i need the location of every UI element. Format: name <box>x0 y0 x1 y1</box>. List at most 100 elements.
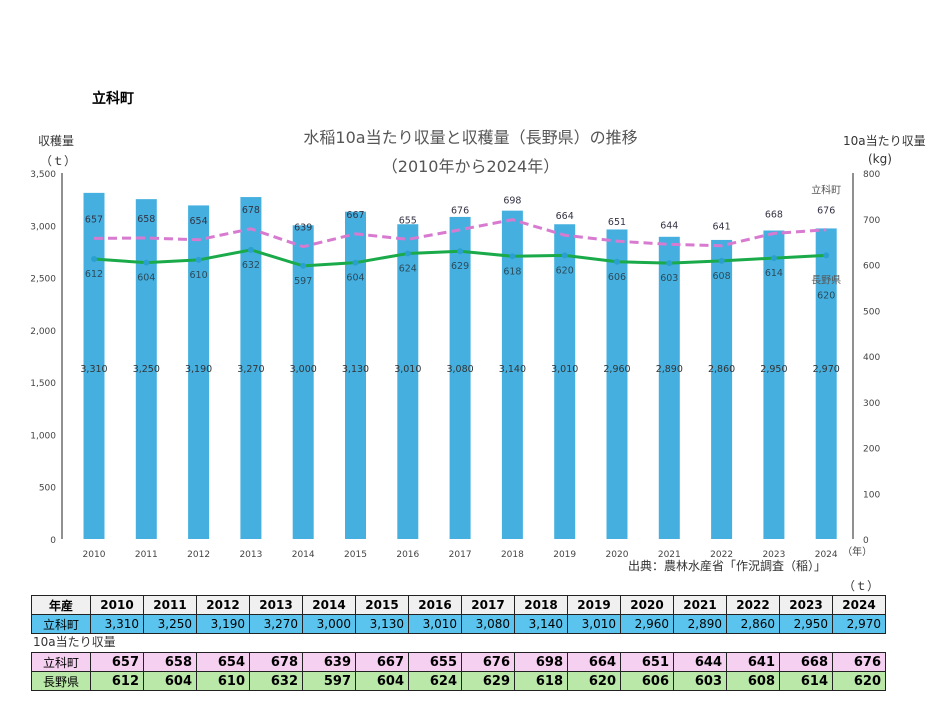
right-axis-label: 10a当たり収量 <box>843 134 926 148</box>
left-tick-label: 2,500 <box>30 275 56 285</box>
table-cell: 3,270 <box>249 614 303 634</box>
bar <box>501 210 523 539</box>
x-tick-label: 2010 <box>83 550 106 560</box>
bar-value-label: 3,190 <box>185 364 212 375</box>
line-point <box>561 252 568 259</box>
bar-value-label: 3,310 <box>80 364 107 375</box>
x-tick-label: 2019 <box>553 550 576 560</box>
table-cell: 608 <box>726 671 780 691</box>
bar-value-label: 3,250 <box>133 364 160 375</box>
chart-title: 水稲10a当たり収量と収穫量（長野県）の推移 <box>303 128 638 147</box>
table-cell: 678 <box>249 652 303 672</box>
table-cell: 3,010 <box>408 614 462 634</box>
bar <box>240 197 262 539</box>
line-value-label: 641 <box>713 222 731 233</box>
left-tick-label: 3,500 <box>30 170 56 180</box>
bar-value-label: 3,270 <box>237 364 264 375</box>
x-tick-label: 2017 <box>449 550 472 560</box>
line-point <box>352 259 359 266</box>
table-cell: 2021 <box>673 595 727 615</box>
table-cell: 639 <box>302 652 356 672</box>
right-tick-label: 600 <box>863 262 880 272</box>
line-value-label: 657 <box>85 214 103 225</box>
table-cell: 2,970 <box>832 614 886 634</box>
table-cell: 651 <box>620 652 674 672</box>
table-cell: 664 <box>567 652 621 672</box>
line-point <box>404 250 411 257</box>
line-value-label: 610 <box>190 270 208 281</box>
table-cell: 2,860 <box>726 614 780 634</box>
line-point <box>300 262 307 269</box>
line-town <box>93 218 827 249</box>
table-cell: 632 <box>249 671 303 691</box>
left-tick-label: 2,000 <box>30 327 56 337</box>
table-cell: 3,140 <box>514 614 568 634</box>
table-cell: 667 <box>355 652 409 672</box>
yield-town-label: 立科町 <box>31 652 91 672</box>
table-cell: 3,080 <box>461 614 515 634</box>
table-cell: 2024 <box>832 595 886 615</box>
harvest-row-label: 立科町 <box>31 614 91 634</box>
line-value-label: 658 <box>137 214 155 225</box>
line-value-label: 612 <box>85 269 103 280</box>
line-value-label: 603 <box>660 273 678 284</box>
table-cell: 2014 <box>302 595 356 615</box>
yield-pref-label: 長野県 <box>31 671 91 691</box>
line-value-label: 644 <box>660 220 678 231</box>
table-cell: 618 <box>514 671 568 691</box>
line-value-label: 629 <box>451 261 469 272</box>
bar <box>188 205 210 539</box>
table-cell: 2010 <box>90 595 144 615</box>
x-tick-label: 2023 <box>762 550 785 560</box>
table-cell: 676 <box>461 652 515 672</box>
table-cell: 644 <box>673 652 727 672</box>
right-tick-label: 0 <box>863 536 869 546</box>
line-point <box>143 259 150 266</box>
line-value-label: 651 <box>608 217 626 228</box>
table-cell: 610 <box>196 671 250 691</box>
table-cell: 658 <box>143 652 197 672</box>
line-point <box>770 255 777 262</box>
table-cell: 620 <box>567 671 621 691</box>
line-value-label: 667 <box>346 210 364 221</box>
table-cell: 654 <box>196 652 250 672</box>
line-value-label: 620 <box>556 265 574 276</box>
table-cell: 698 <box>514 652 568 672</box>
chart-subtitle: （2010年から2024年） <box>381 157 560 176</box>
table-cell: 3,190 <box>196 614 250 634</box>
bar <box>345 211 366 540</box>
table-unit: （ｔ） <box>843 579 880 593</box>
bar-value-label: 3,080 <box>446 364 473 375</box>
line-point <box>195 256 202 263</box>
line-value-label: 655 <box>399 215 417 226</box>
x-tick-label: 2011 <box>135 550 158 560</box>
table-cell: 2012 <box>196 595 250 615</box>
line-point <box>91 256 97 263</box>
line-value-label: 624 <box>399 264 417 275</box>
table-cell: 597 <box>302 671 356 691</box>
line-point <box>247 246 254 253</box>
table-cell: 2022 <box>726 595 780 615</box>
line-value-label: 668 <box>765 209 783 220</box>
x-tick-label: 2024 <box>815 550 838 560</box>
table-cell: 2020 <box>620 595 674 615</box>
line-value-label: 620 <box>817 290 835 301</box>
x-tick-label: 2012 <box>187 550 210 560</box>
line-value-label: 698 <box>503 196 521 207</box>
line-value-label: 608 <box>713 271 731 282</box>
bar-value-label: 3,000 <box>290 364 317 375</box>
header-label: 年産 <box>31 595 91 615</box>
right-tick-label: 800 <box>863 170 880 180</box>
right-tick-label: 100 <box>863 490 880 500</box>
line-value-label: 678 <box>242 205 260 216</box>
line-point <box>457 248 464 255</box>
x-tick-label: 2022 <box>710 550 733 560</box>
table-cell: 624 <box>408 671 462 691</box>
table-cell: 641 <box>726 652 780 672</box>
table-cell: 612 <box>90 671 144 691</box>
line-value-label: 597 <box>294 276 312 287</box>
x-tick-label: 2014 <box>292 550 315 560</box>
right-tick-label: 200 <box>863 445 880 455</box>
right-tick-label: 700 <box>863 216 880 226</box>
harvest-table: 年産 2010 2011 2012 2013 2014 2015 2016 2017 2018 20… <box>31 595 886 634</box>
